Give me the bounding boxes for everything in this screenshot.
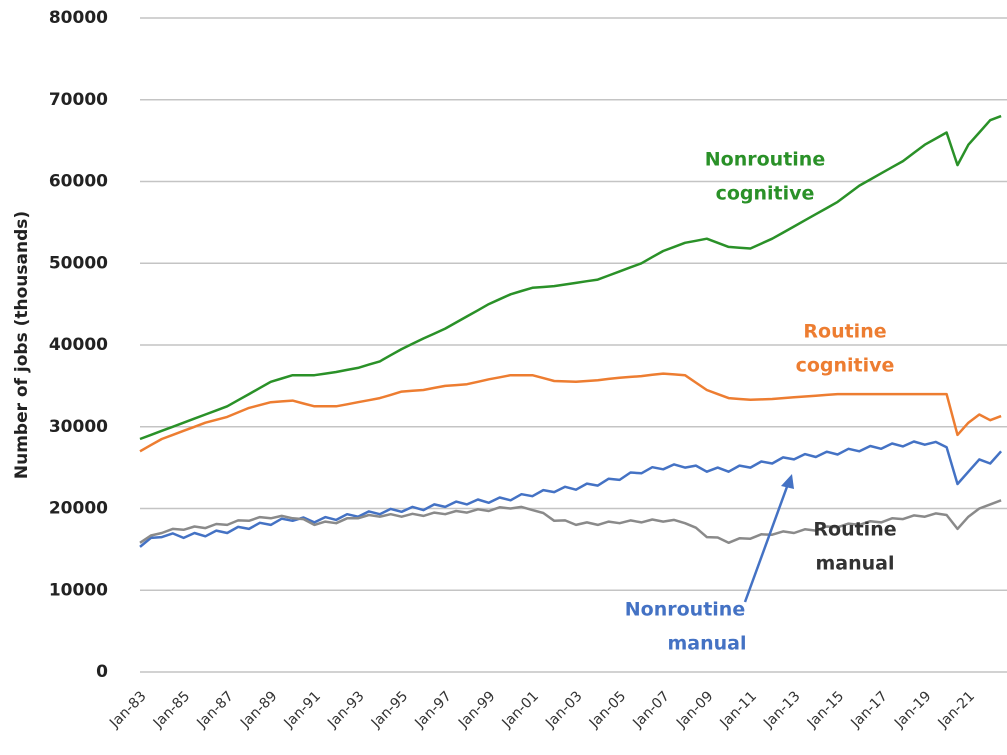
y-tick-label: 70000	[49, 90, 108, 110]
x-tick-label: Jan-91	[281, 688, 324, 731]
arrow-head	[781, 474, 794, 489]
annotation: Nonroutine	[705, 149, 825, 171]
x-tick-label: Jan-19	[891, 688, 934, 731]
x-tick-label: Jan-07	[629, 688, 672, 731]
x-tick-label: Jan-99	[455, 688, 498, 731]
x-tick-label: Jan-95	[368, 688, 411, 731]
x-tick-label: Jan-11	[717, 688, 760, 731]
x-tick-label: Jan-03	[542, 688, 585, 731]
y-tick-label: 0	[96, 662, 108, 682]
x-tick-label: Jan-85	[150, 688, 193, 731]
annotation: Routine	[813, 519, 896, 541]
annotation: cognitive	[716, 183, 815, 205]
x-tick-label: Jan-89	[237, 688, 280, 731]
x-tick-label: Jan-93	[324, 688, 367, 731]
series-line	[139, 372, 1002, 453]
annotation-arrow	[743, 483, 790, 603]
annotation: cognitive	[796, 355, 895, 377]
series-line	[139, 440, 1003, 548]
series-line	[139, 499, 1002, 545]
annotation: manual	[815, 553, 894, 575]
x-tick-label: Jan-83	[106, 688, 149, 731]
x-tick-label: Jan-21	[935, 688, 978, 731]
x-tick-label: Jan-09	[673, 688, 716, 731]
annotation: manual	[667, 633, 746, 655]
x-tick-label: Jan-97	[411, 688, 454, 731]
x-tick-label: Jan-01	[499, 688, 542, 731]
annotations: Nonroutine cognitive Routine cognitive Nonro…	[625, 149, 897, 655]
annotation: Routine	[803, 321, 886, 343]
lines	[139, 114, 1003, 548]
x-tick-label: Jan-13	[760, 688, 803, 731]
grid	[140, 17, 1007, 673]
y-tick-label: 80000	[49, 8, 108, 28]
x-tick-label: Jan-05	[586, 688, 629, 731]
x-tick-label: Jan-87	[193, 688, 236, 731]
y-tick-label: 60000	[49, 172, 108, 192]
y-tick-label: 40000	[49, 335, 108, 355]
x-tick-label: Jan-17	[847, 688, 890, 731]
y-tick-label: 30000	[49, 417, 108, 437]
annotation: Nonroutine	[625, 599, 745, 621]
x-tick-label: Jan-15	[804, 688, 847, 731]
y-tick-label: 20000	[49, 499, 108, 519]
y-tick-label: 50000	[49, 253, 108, 273]
y-tick-label: 10000	[49, 580, 108, 600]
y-axis-label: Number of jobs (thousands)	[12, 211, 32, 479]
series-line	[139, 114, 1002, 441]
